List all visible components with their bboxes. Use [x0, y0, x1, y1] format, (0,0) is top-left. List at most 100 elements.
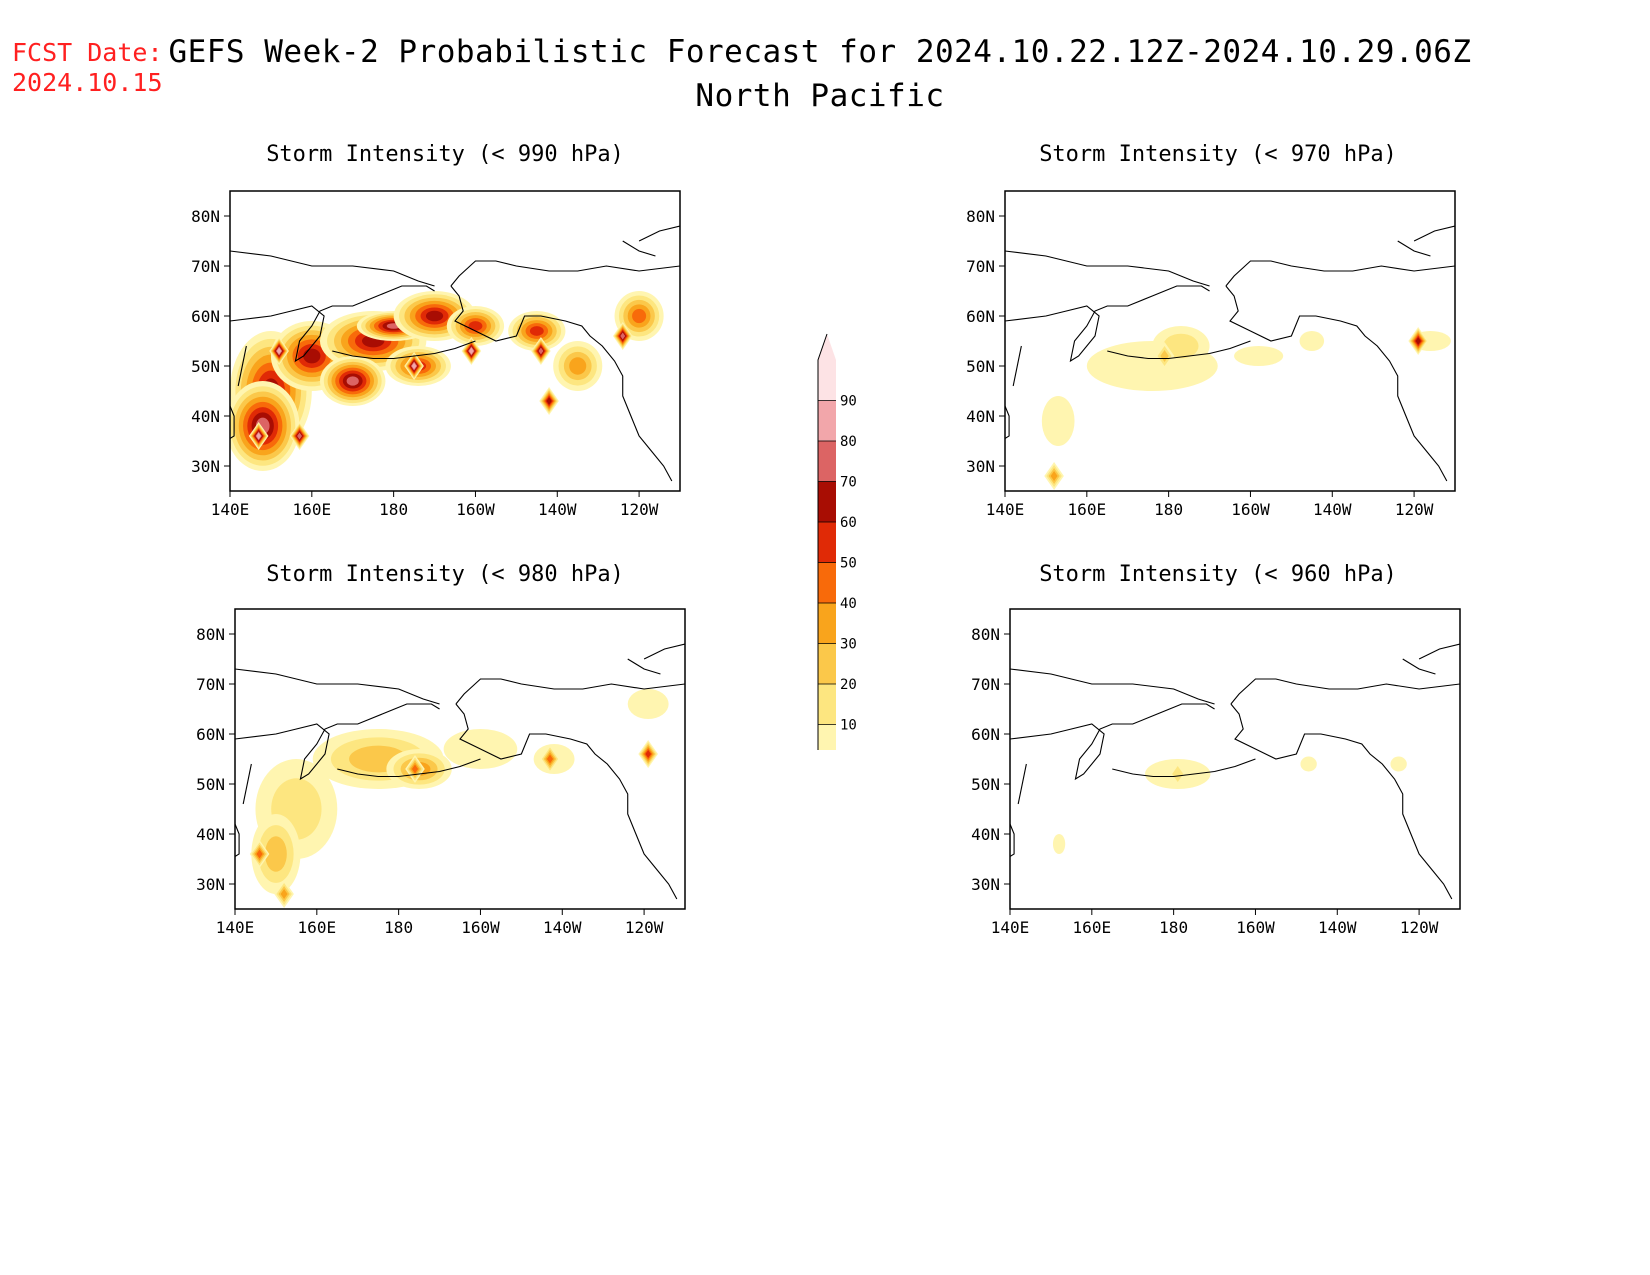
lon-tick-label: 160E — [1073, 918, 1112, 933]
lat-tick-label: 70N — [966, 257, 995, 276]
lat-tick-label: 30N — [196, 875, 225, 894]
lon-tick-label: 140W — [1313, 500, 1352, 515]
probability-peak — [1415, 337, 1421, 345]
lon-tick-label: 180 — [379, 500, 408, 515]
colorbar-label: 20 — [840, 677, 857, 693]
coastline — [235, 823, 240, 858]
lon-tick-label: 140W — [1318, 918, 1357, 933]
colorbar-label: 40 — [840, 596, 857, 612]
colorbar-label: 30 — [840, 637, 857, 653]
colorbar-swatch — [818, 724, 836, 750]
coastline — [455, 703, 678, 900]
lat-tick-label: 60N — [966, 307, 995, 326]
lon-tick-label: 140E — [211, 500, 250, 515]
map-panel-990: 80N 70N 60N 50N 40N 30N 140E 160E 180 160W 140W 120… — [191, 190, 681, 515]
lat-tick-label: 30N — [971, 875, 1000, 894]
map-panel-960: 80N 70N 60N 50N 40N 30N 140E 160E 180 160W 140W 120… — [971, 608, 1461, 933]
coastline — [1107, 340, 1251, 360]
colorbar-label: 80 — [840, 434, 857, 450]
probability-peak — [297, 432, 302, 440]
probability-contour-fill — [468, 321, 483, 331]
colorbar-swatch — [818, 360, 836, 401]
lat-tick-label: 40N — [966, 407, 995, 426]
coastline — [1010, 668, 1215, 705]
colorbar-swatch — [818, 522, 836, 563]
coastline — [622, 240, 656, 257]
probability-peak — [280, 889, 288, 899]
lat-tick-label: 50N — [191, 357, 220, 376]
colorbar-label: 50 — [840, 556, 857, 572]
colorbar-swatch — [818, 334, 836, 360]
lat-tick-label: 50N — [966, 357, 995, 376]
colorbar-swatch — [818, 562, 836, 603]
lon-tick-label: 120W — [1395, 500, 1434, 515]
lat-tick-label: 70N — [191, 257, 220, 276]
coastline — [1010, 823, 1015, 858]
probability-contour-fill — [1234, 346, 1284, 366]
lon-tick-label: 120W — [1400, 918, 1439, 933]
probability-contour-fill — [265, 836, 287, 872]
coastline — [1010, 703, 1215, 781]
lat-tick-label: 60N — [191, 307, 220, 326]
colorbar-label: 70 — [840, 475, 857, 491]
coastline — [1005, 250, 1210, 287]
lon-tick-label: 180 — [1154, 500, 1183, 515]
colorbar-swatch — [818, 481, 836, 522]
coastline — [627, 658, 661, 675]
probability-contour-fill — [1299, 331, 1325, 351]
probability-contour-fill — [1390, 756, 1407, 772]
lon-tick-label: 160E — [293, 500, 332, 515]
lat-tick-label: 30N — [191, 457, 220, 476]
map-frame — [234, 608, 686, 910]
lon-tick-label: 180 — [384, 918, 413, 933]
coastline — [1397, 240, 1431, 257]
coastline — [1112, 758, 1256, 778]
coastline — [242, 763, 252, 805]
coastline — [235, 703, 440, 781]
probability-contour-fill — [529, 326, 544, 336]
page-subtitle: North Pacific — [695, 78, 945, 114]
panel-title-960: Storm Intensity (< 960 hPa) — [1039, 562, 1397, 587]
coastline — [337, 758, 481, 778]
lon-tick-label: 160E — [298, 918, 337, 933]
coastline — [230, 250, 435, 287]
probability-contour-fill — [627, 689, 669, 719]
panel-title-980: Storm Intensity (< 980 hPa) — [266, 562, 624, 587]
lat-tick-label: 80N — [966, 207, 995, 226]
probability-peak — [538, 347, 544, 355]
lon-tick-label: 140E — [986, 500, 1025, 515]
probability-contour-fill — [569, 357, 587, 375]
page-title: GEFS Week-2 Probabilistic Forecast for 2… — [168, 34, 1472, 70]
coastline — [1225, 285, 1448, 482]
coastline — [1005, 285, 1210, 363]
probability-peak — [645, 750, 651, 758]
lat-tick-label: 70N — [971, 675, 1000, 694]
probability-contour-fill — [632, 308, 647, 324]
probability-peak — [620, 332, 626, 340]
lat-tick-label: 80N — [971, 625, 1000, 644]
colorbar-label: 90 — [840, 394, 857, 410]
lon-tick-label: 160E — [1068, 500, 1107, 515]
lat-tick-label: 80N — [196, 625, 225, 644]
lat-tick-label: 30N — [966, 457, 995, 476]
lat-tick-label: 40N — [196, 825, 225, 844]
probability-peak — [276, 347, 282, 355]
panel-title-990: Storm Intensity (< 990 hPa) — [266, 142, 624, 167]
coastline — [332, 340, 476, 360]
colorbar-swatch — [818, 684, 836, 725]
coastline — [1012, 345, 1022, 387]
forecast-date-label: FCST Date: — [12, 38, 163, 67]
lat-tick-label: 50N — [971, 775, 1000, 794]
coastline — [643, 643, 685, 660]
lon-tick-label: 140W — [543, 918, 582, 933]
probability-peak — [411, 362, 417, 370]
coastline — [1413, 225, 1455, 242]
lon-tick-label: 160W — [461, 918, 500, 933]
probability-peak — [256, 849, 263, 859]
panel-title-970: Storm Intensity (< 970 hPa) — [1039, 142, 1397, 167]
forecast-date: FCST Date: 2024.10.15 — [12, 38, 163, 98]
colorbar-label: 10 — [840, 718, 857, 734]
lon-tick-label: 180 — [1159, 918, 1188, 933]
colorbar-swatch — [818, 643, 836, 684]
coastline — [235, 668, 440, 705]
